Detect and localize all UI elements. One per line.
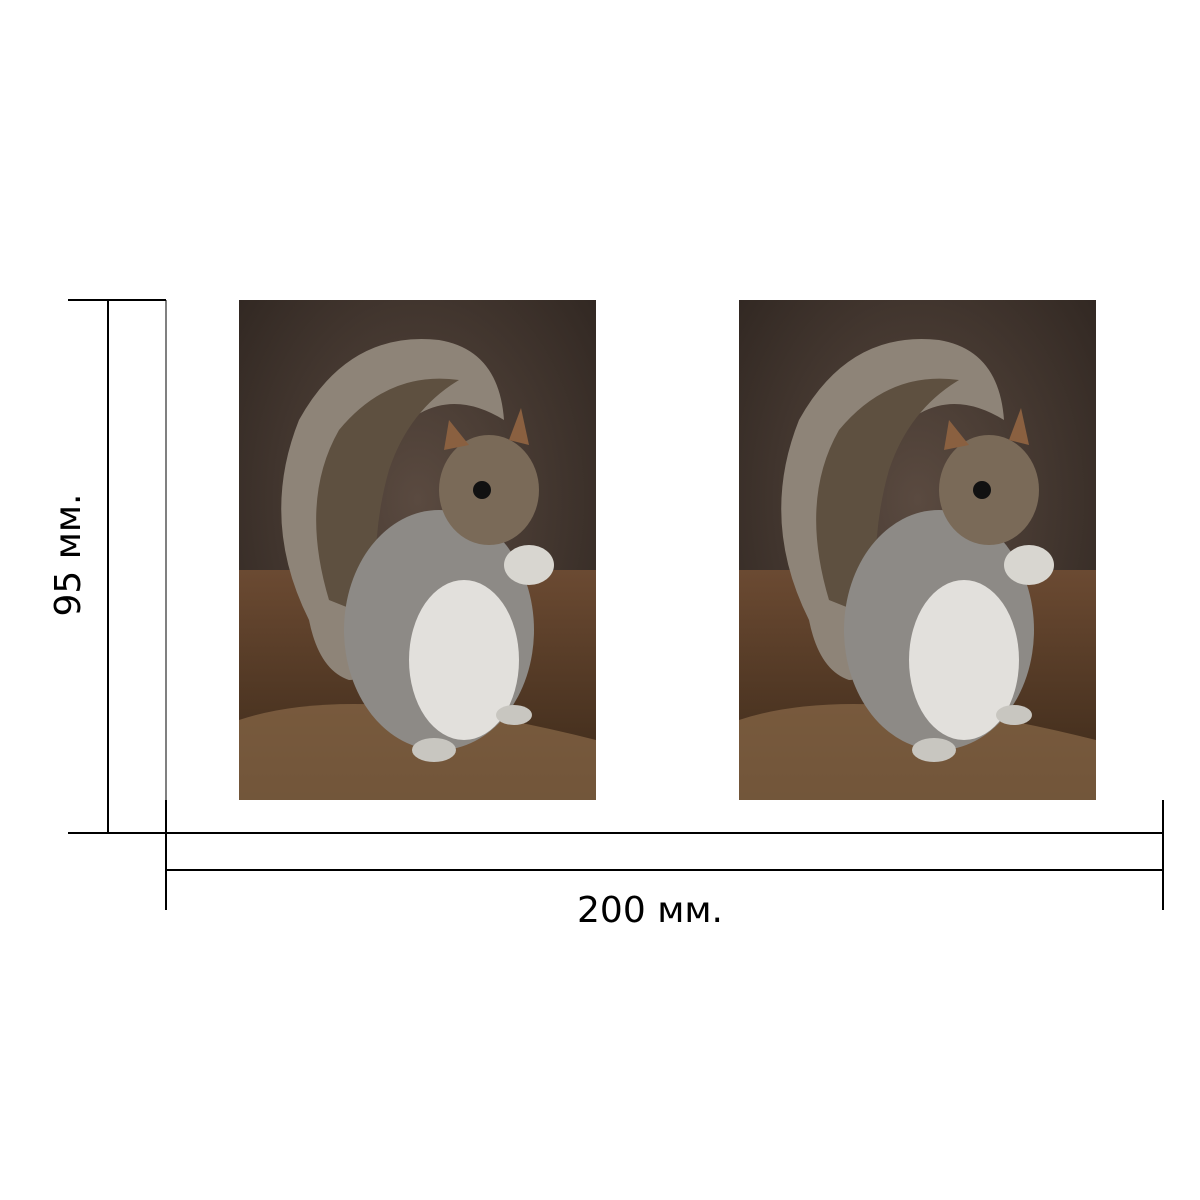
product-photo: [239, 300, 596, 800]
width-dimension: 200 мм.: [165, 800, 1164, 931]
width-label: 200 мм.: [577, 890, 723, 931]
product-photo: [739, 300, 1096, 800]
height-label: 95 мм.: [48, 493, 89, 616]
height-dimension: 95 мм.: [48, 299, 167, 834]
